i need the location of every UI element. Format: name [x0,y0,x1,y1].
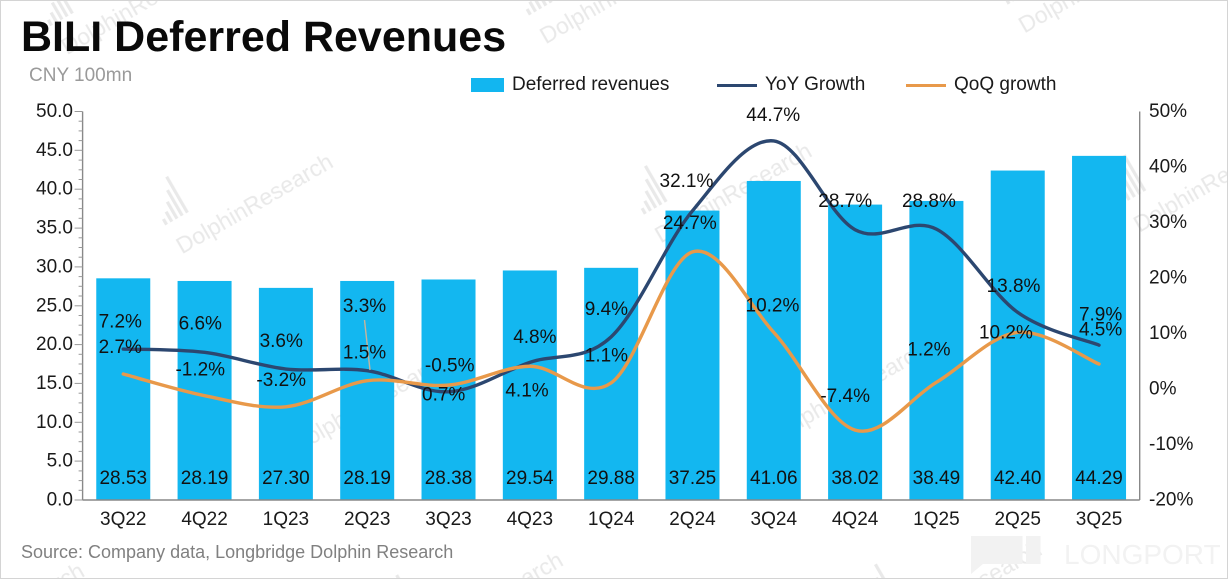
svg-text:-10%: -10% [1149,434,1193,455]
svg-text:28.7%: 28.7% [818,191,872,212]
svg-text:25.0: 25.0 [36,295,73,316]
svg-text:44.7%: 44.7% [746,105,800,126]
svg-text:2.7%: 2.7% [99,337,142,358]
svg-text:3.3%: 3.3% [343,296,386,317]
svg-text:28.53: 28.53 [99,468,147,489]
svg-text:1.2%: 1.2% [907,340,950,361]
svg-text:15.0: 15.0 [36,373,73,394]
svg-text:28.19: 28.19 [343,468,391,489]
svg-text:3Q23: 3Q23 [425,509,471,530]
svg-text:4.8%: 4.8% [513,327,556,348]
svg-text:1Q23: 1Q23 [263,509,309,530]
svg-text:6.6%: 6.6% [179,313,222,334]
svg-text:3Q24: 3Q24 [751,509,798,530]
svg-text:50%: 50% [1149,101,1187,122]
svg-text:20.0: 20.0 [36,334,73,355]
svg-text:3Q22: 3Q22 [100,509,146,530]
svg-text:-1.2%: -1.2% [175,359,225,380]
svg-text:42.40: 42.40 [994,468,1042,489]
svg-text:29.88: 29.88 [587,468,635,489]
svg-text:1.5%: 1.5% [343,343,386,364]
svg-text:7.2%: 7.2% [99,312,142,333]
svg-text:28.19: 28.19 [181,468,229,489]
svg-text:50.0: 50.0 [36,101,73,122]
svg-text:0.7%: 0.7% [422,384,465,405]
svg-text:32.1%: 32.1% [660,171,714,192]
svg-text:38.49: 38.49 [913,468,961,489]
svg-text:35.0: 35.0 [36,218,73,239]
svg-text:29.54: 29.54 [506,468,554,489]
svg-text:10.0: 10.0 [36,412,73,433]
svg-text:40%: 40% [1149,157,1187,178]
svg-text:40.0: 40.0 [36,179,73,200]
svg-text:4Q22: 4Q22 [181,509,227,530]
svg-text:45.0: 45.0 [36,140,73,161]
svg-text:13.8%: 13.8% [987,276,1041,297]
svg-text:27.30: 27.30 [262,468,310,489]
svg-text:30.0: 30.0 [36,256,73,277]
svg-text:3Q25: 3Q25 [1076,509,1122,530]
svg-text:2Q23: 2Q23 [344,509,390,530]
svg-text:24.7%: 24.7% [663,213,717,234]
svg-text:28.8%: 28.8% [902,191,956,212]
svg-text:5.0: 5.0 [47,451,73,472]
svg-text:3.6%: 3.6% [260,331,303,352]
svg-text:LONGPORT: LONGPORT [1064,539,1221,570]
svg-text:10.2%: 10.2% [746,296,800,317]
svg-text:10%: 10% [1149,323,1187,344]
svg-text:9.4%: 9.4% [585,299,628,320]
svg-text:38.02: 38.02 [831,468,879,489]
svg-text:44.29: 44.29 [1075,468,1123,489]
svg-text:2Q24: 2Q24 [669,509,716,530]
svg-text:10.2%: 10.2% [979,322,1033,343]
svg-text:4.5%: 4.5% [1079,320,1122,341]
svg-text:28.38: 28.38 [425,468,473,489]
svg-text:0.0: 0.0 [47,490,73,511]
svg-text:37.25: 37.25 [669,468,717,489]
svg-text:-0.5%: -0.5% [425,356,475,377]
svg-text:1.1%: 1.1% [585,345,628,366]
svg-text:-7.4%: -7.4% [820,386,870,407]
svg-text:-20%: -20% [1149,490,1193,511]
svg-text:4Q23: 4Q23 [507,509,553,530]
svg-text:4.1%: 4.1% [505,380,548,401]
svg-text:4Q24: 4Q24 [832,509,879,530]
svg-text:0%: 0% [1149,379,1177,400]
svg-text:-3.2%: -3.2% [256,370,306,391]
svg-text:20%: 20% [1149,268,1187,289]
svg-text:30%: 30% [1149,212,1187,233]
svg-text:1Q25: 1Q25 [913,509,959,530]
svg-text:41.06: 41.06 [750,468,798,489]
svg-text:1Q24: 1Q24 [588,509,635,530]
svg-text:2Q25: 2Q25 [994,509,1040,530]
